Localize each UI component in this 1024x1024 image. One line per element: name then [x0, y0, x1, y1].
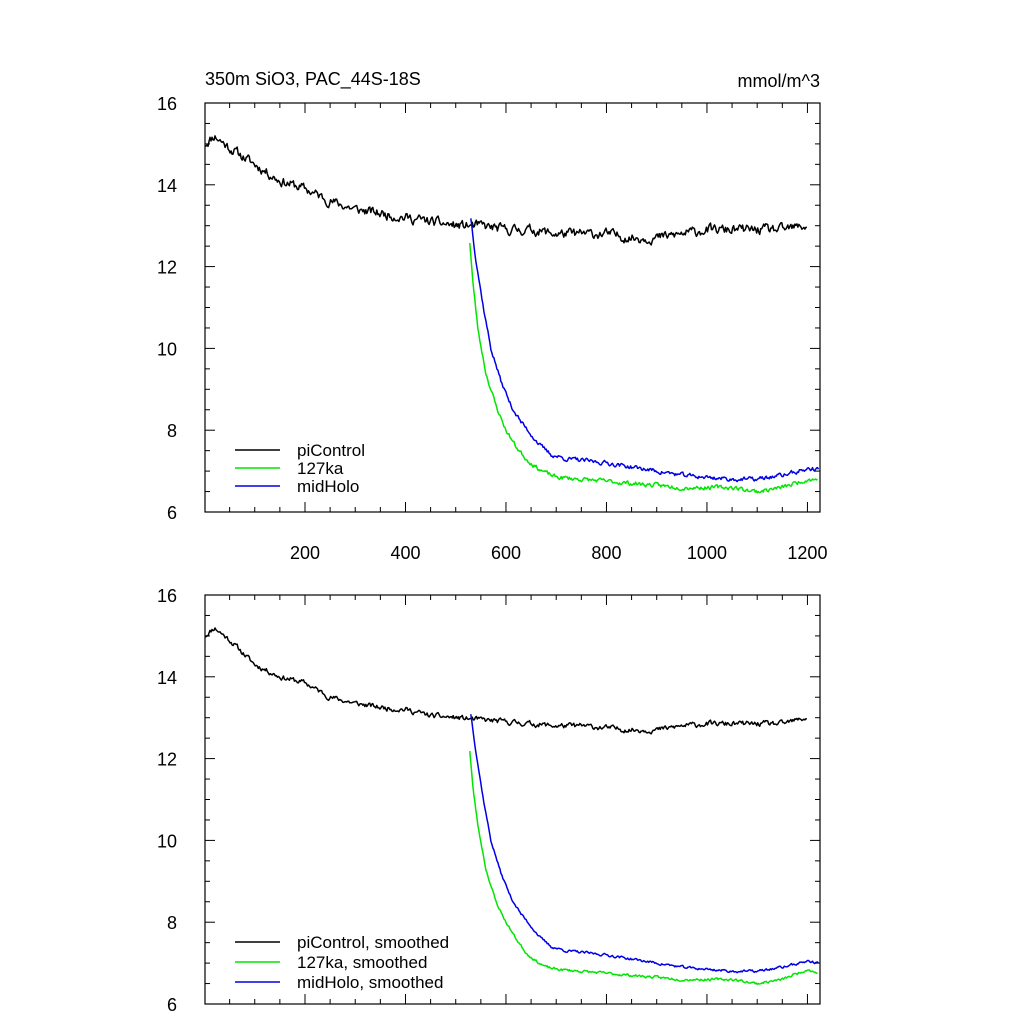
- y-tick-label: 10: [157, 339, 177, 359]
- y-tick-label: 16: [157, 586, 177, 606]
- units-label: mmol/m^3: [738, 71, 820, 91]
- x-tick-label: 1000: [687, 543, 727, 563]
- y-tick-label: 10: [157, 831, 177, 851]
- series-layer: [204, 627, 820, 986]
- y-tick-label: 12: [157, 750, 177, 770]
- series-line-1: [204, 627, 807, 735]
- y-tick-label: 6: [167, 995, 177, 1015]
- series-layer: [205, 135, 820, 494]
- y-tick-label: 8: [167, 421, 177, 441]
- y-tick-label: 16: [157, 94, 177, 114]
- ticks-layer: 6 8 10 12 14 16: [157, 586, 820, 1015]
- legend-label-2: 127ka, smoothed: [297, 953, 427, 972]
- legend-label-3: midHolo, smoothed: [297, 973, 443, 992]
- x-tick-label: 400: [390, 543, 420, 563]
- series-line-2: [469, 242, 819, 494]
- legend-label-1: piControl, smoothed: [297, 933, 449, 952]
- x-tick-label: 1200: [787, 543, 827, 563]
- series-line-3: [470, 714, 820, 974]
- y-tick-label: 12: [157, 258, 177, 278]
- y-tick-label: 8: [167, 913, 177, 933]
- legend-label-3: midHolo: [297, 477, 359, 496]
- legend-label-1: piControl: [297, 441, 365, 460]
- y-tick-label: 14: [157, 176, 177, 196]
- series-line-3: [470, 218, 820, 483]
- chart-title: 350m SiO3, PAC_44S-18S: [205, 69, 421, 90]
- x-tick-label: 600: [491, 543, 521, 563]
- y-tick-label: 6: [167, 503, 177, 523]
- ticks-layer: 6 8 10 12 14 16 200 400 600 800 1000 1200: [157, 94, 827, 563]
- series-line-1: [205, 135, 807, 246]
- series-line-2: [469, 750, 818, 986]
- x-tick-label: 800: [591, 543, 621, 563]
- x-tick-label: 200: [290, 543, 320, 563]
- legend-label-2: 127ka: [297, 459, 344, 478]
- y-tick-label: 14: [157, 668, 177, 688]
- top-panel: 350m SiO3, PAC_44S-18S mmol/m^3 6 8 10 12 14…: [157, 69, 827, 563]
